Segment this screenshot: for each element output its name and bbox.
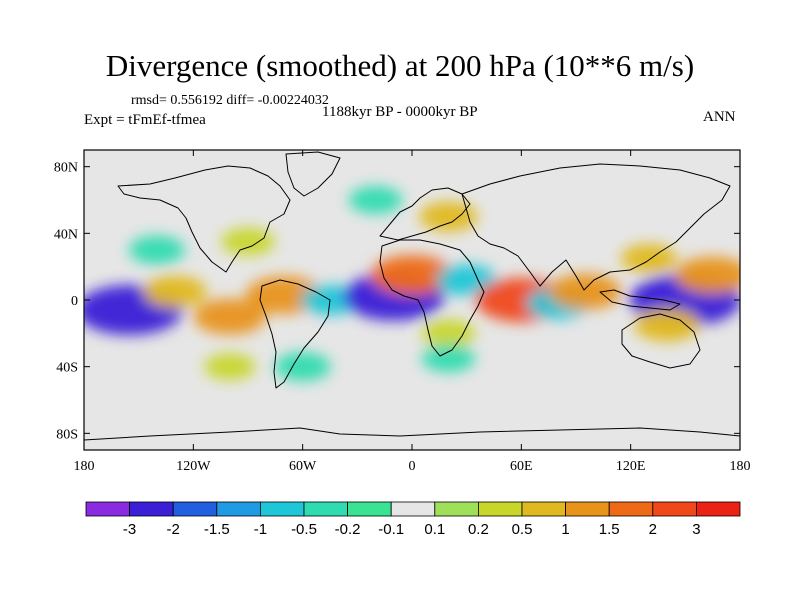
coastline-north-america (117, 165, 291, 273)
field-anomaly-18 (419, 201, 478, 232)
field-anomaly-6 (370, 255, 454, 295)
coastline-antarctica (84, 427, 740, 441)
coastline-asia (461, 163, 731, 291)
colorbar-swatch-2 (172, 501, 218, 517)
y-tick-label-1: 40N (54, 227, 78, 242)
x-tick-label-6: 180 (730, 459, 751, 474)
field-anomaly-16 (221, 227, 275, 256)
colorbar-label-3: -1 (254, 521, 267, 538)
colorbar-label-9: 0.5 (512, 521, 533, 538)
season-label: ANN (703, 109, 736, 125)
coastline-australia (621, 313, 701, 369)
field-anomaly-14 (634, 308, 700, 342)
x-tick-label-4: 60E (510, 459, 533, 474)
colorbar: -3 -2 -1.5 -1 -0.5 -0.2 -0.1 0.1 0.2 0.5 1 1.5 2 3 (85, 501, 741, 538)
colorbar-label-0: -3 (123, 521, 136, 538)
field-anomaly-20 (274, 352, 331, 382)
stats-text: rmsd= 0.556192 diff= -0.00224032 (131, 93, 329, 108)
y-tick-label-3: 40S (56, 361, 78, 376)
field-anomaly-13 (675, 256, 740, 294)
coastline-africa (379, 239, 485, 357)
x-tick-label-2: 60W (289, 459, 317, 474)
x-tick-label-1: 120W (176, 459, 211, 474)
field-anomaly-19 (421, 319, 476, 348)
y-tick-label-2: 0 (71, 294, 78, 309)
coastline-indonesia (599, 289, 681, 311)
colorbar-swatch-14 (696, 501, 741, 517)
colorbar-label-8: 0.2 (468, 521, 489, 538)
y-tick-label-0: 80N (54, 161, 78, 176)
divergence-field (84, 186, 740, 382)
field-anomaly-15 (128, 235, 185, 265)
colorbar-swatch-13 (652, 501, 697, 517)
field-anomaly-21 (421, 344, 476, 373)
colorbar-swatch-1 (129, 501, 174, 517)
colorbar-label-6: -0.1 (378, 521, 404, 538)
coastline-europe (379, 187, 471, 241)
colorbar-label-13: 3 (692, 521, 700, 538)
colorbar-swatch-12 (608, 501, 654, 517)
period-label: 1188kyr BP - 0000kyr BP (322, 104, 478, 120)
colorbar-label-4: -0.5 (291, 521, 317, 538)
field-anomaly-11 (620, 243, 677, 273)
x-tick-label-5: 120E (616, 459, 646, 474)
colorbar-swatch-7 (390, 501, 436, 517)
colorbar-swatch-8 (434, 501, 479, 517)
field-anomaly-22 (204, 353, 256, 381)
colorbar-swatch-10 (521, 501, 566, 517)
colorbar-swatch-9 (477, 501, 523, 517)
colorbar-swatch-4 (259, 501, 305, 517)
colorbar-label-10: 1 (561, 521, 569, 538)
colorbar-label-11: 1.5 (599, 521, 620, 538)
field-anomaly-17 (348, 186, 403, 214)
colorbar-label-7: 0.1 (424, 521, 445, 538)
colorbar-label-2: -1.5 (204, 521, 230, 538)
colorbar-swatch-11 (565, 501, 610, 517)
colorbar-label-12: 2 (649, 521, 657, 538)
field-anomaly-2 (193, 298, 267, 335)
experiment-label: Expt = tFmEf-tfmea (84, 112, 206, 128)
chart-title: Divergence (smoothed) at 200 hPa (10**6 … (105, 48, 695, 83)
x-tick-label-0: 180 (74, 459, 95, 474)
map-axes: 180 120W 60W 0 60E 120E 180 80N 40N 0 40S 80S (54, 150, 751, 474)
x-tick-label-3: 0 (409, 459, 416, 474)
colorbar-swatch-3 (216, 501, 261, 517)
colorbar-swatch-5 (303, 501, 348, 517)
field-anomaly-10 (548, 273, 622, 310)
colorbar-label-5: -0.2 (335, 521, 361, 538)
field-anomaly-1 (143, 275, 207, 308)
y-tick-label-4: 80S (56, 427, 78, 442)
colorbar-swatch-0 (85, 501, 130, 517)
coastline-greenland (285, 151, 341, 197)
colorbar-label-1: -2 (167, 521, 180, 538)
coastline-south-america (259, 279, 331, 389)
colorbar-swatch-6 (347, 501, 392, 517)
coastlines (84, 151, 740, 441)
